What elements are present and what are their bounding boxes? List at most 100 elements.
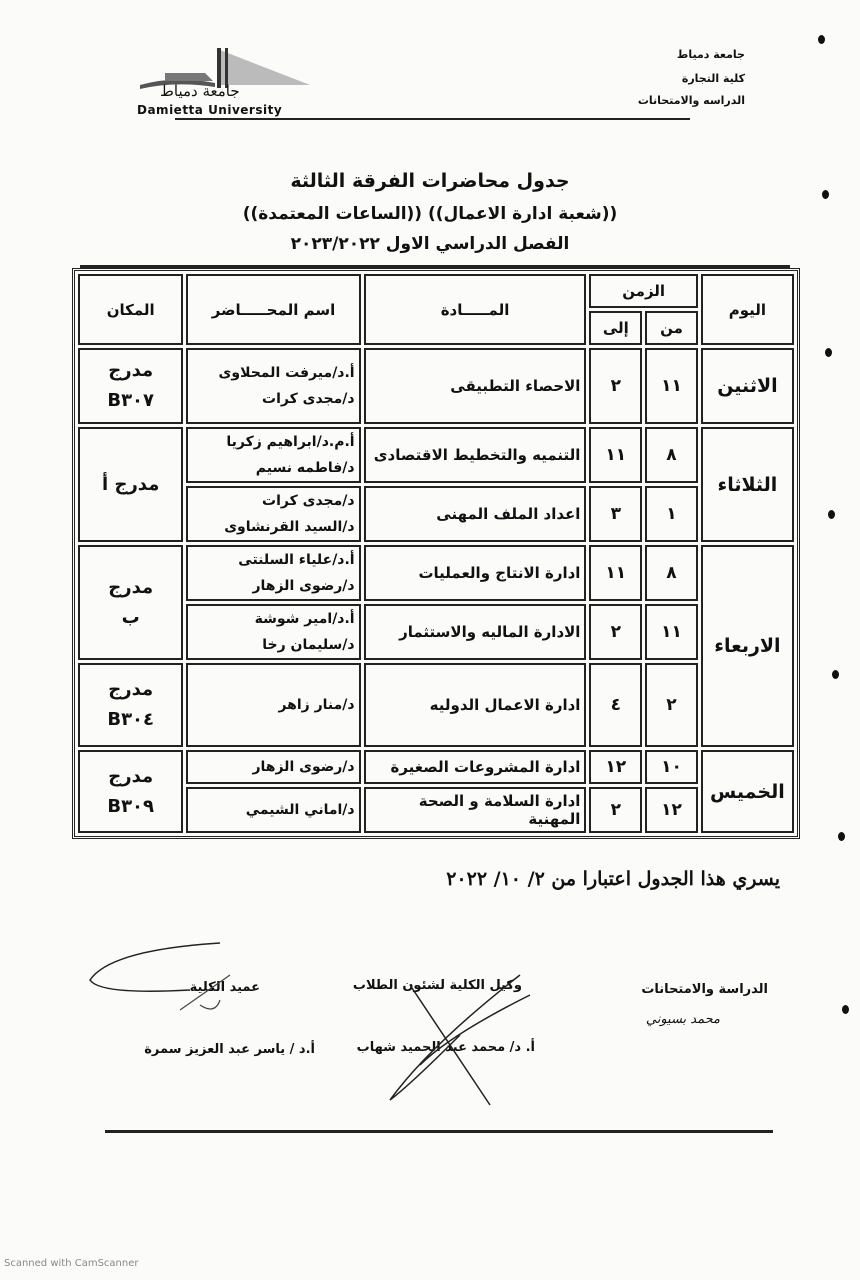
header-lecturer: اسم المحـــــاضر [186,274,361,345]
lecturer-name: أ.د/علياء السلنتى [238,552,355,568]
vice-dean-name: أ. د/ محمد عبد الحميد شهاب [356,1040,535,1055]
table-row: الاربعاء ٨ ١١ ادارة الانتاج والعمليات أ.… [78,545,794,747]
lecturer-name: أ.د/ميرفت المحلاوى [218,365,355,381]
lecturer-name: د/فاطمه نسيم [255,460,355,476]
lecturer-cell: د/منار زاهر [186,663,361,747]
place-room: ب [121,606,140,628]
header-from: من [645,311,698,345]
from-cell: ٨ [645,545,698,601]
exams-title: الدراسة والامتحانات [641,982,768,997]
lecturer-name: د/سليمان رخا [262,637,355,653]
place-room: B٣٠٧ [107,390,155,411]
place-cell: مدرج أ [78,427,184,542]
lecturer-name: د/السيد القرنشاوى [224,519,355,535]
scan-dot [825,348,832,357]
scan-dot [818,35,825,44]
place-cell: مدرج B٣٠٤ [78,663,184,747]
table-row: ١١ ٢ الادارة الماليه والاستثمار أ.د/امير… [78,604,794,660]
subject-cell: ادارة الانتاج والعمليات [363,545,587,601]
from-cell: ١١ [645,604,698,660]
to-cell: ٢ [589,348,643,424]
logo-arabic-text: جامعة دمياط [160,82,240,100]
to-cell: ٣ [589,486,643,542]
from-cell: ١٢ [645,787,698,833]
subject-cell: الادارة الماليه والاستثمار [363,604,587,660]
lecturer-cell: د/رضوى الزهار [186,750,361,784]
to-cell: ٤ [589,663,643,747]
table-row: الاثنين ١١ ٢ الاحصاء التطبيقى أ.د/ميرفت … [78,348,794,424]
place-name: مدرج [108,576,154,598]
lecturer-cell: أ.د/علياء السلنتى د/رضوى الزهار [186,545,361,601]
lecturer-cell: أ.م.د/ابراهيم زكريا د/فاطمه نسيم [186,427,361,483]
vice-dean-signature [389,974,531,1106]
place-cell: مدرج ب [78,545,184,660]
subject-cell: ادارة السلامة و الصحة المهنية [363,787,587,833]
university-logo [140,48,310,89]
header-subject: المـــــادة [363,274,587,345]
place-room: B٣٠٤ [107,709,155,730]
header-department: الدراسه والامتحانات [637,94,745,107]
place-name: مدرج [108,360,154,381]
to-cell: ١١ [589,427,643,483]
header-day: اليوم [700,274,794,345]
place-name: مدرج [108,765,154,787]
place-cell: مدرج B٣٠٩ [78,750,184,833]
table-row: ١٢ ٢ ادارة السلامة و الصحة المهنية د/اما… [78,787,794,833]
from-cell: ١ [645,486,698,542]
to-cell: ٢ [589,604,643,660]
title-divider [80,265,790,268]
scan-dot [838,832,845,841]
header-time: الزمن [589,274,698,308]
subject-cell: ادارة الاعمال الدوليه [363,663,587,747]
table-row: الخميس ١٠ ١٢ ادارة المشروعات الصغيرة د/ر… [78,750,794,833]
day-cell: الاربعاء [700,545,794,747]
header-faculty: كلية التجارة [681,72,745,85]
place-cell: مدرج B٣٠٧ [78,348,184,424]
subject-cell: اعداد الملف المهنى [363,486,587,542]
to-cell: ١١ [589,545,643,601]
header-place: المكان [78,274,184,345]
lecturer-name: د/رضوى الزهار [252,578,355,594]
lecturer-cell: د/مجدى كرات د/السيد القرنشاوى [186,486,361,542]
scan-dot [828,510,835,519]
subject-cell: التنميه والتخطيط الاقتصادى [363,427,587,483]
place-name: مدرج [108,679,154,700]
table-row: ٢ ٤ ادارة الاعمال الدوليه د/منار زاهر مد… [78,663,794,747]
table-row: ١ ٣ اعداد الملف المهنى د/مجدى كرات د/السي… [78,486,794,542]
to-cell: ١٢ [589,750,643,784]
footer-divider [105,1130,773,1133]
dean-name: أ.د / ياسر عبد العزيز سمرة [144,1042,315,1057]
page-subtitle: ((شعبة ادارة الاعمال)) ((الساعات المعتمد… [242,204,618,224]
day-cell: الاثنين [700,348,794,424]
logo-english-text: Damietta University [137,103,283,117]
lecturer-cell: د/اماني الشيمي [186,787,361,833]
lecturer-cell: أ.د/ميرفت المحلاوى د/مجدى كرات [186,348,361,424]
to-cell: ٢ [589,787,643,833]
lecturer-cell: أ.د/امير شوشة د/سليمان رخا [186,604,361,660]
from-cell: ١١ [645,348,698,424]
scan-dot [822,190,829,199]
scan-dot [842,1005,849,1014]
header-divider [175,118,690,120]
lecturer-name: أ.د/امير شوشة [254,611,355,627]
subject-cell: ادارة المشروعات الصغيرة [363,750,587,784]
from-cell: ١٠ [645,750,698,784]
exams-signature-name: محمد بسيوني [645,1012,720,1027]
page-title: جدول محاضرات الفرقة الثالثة [290,170,570,192]
lecturer-name: د/مجدى كرات [262,391,355,407]
from-cell: ٨ [645,427,698,483]
schedule-table: اليوم الزمن المـــــادة اسم المحـــــاضر… [72,268,800,839]
table-row: الثلاثاء ٨ ١١ التنميه والتخطيط الاقتصادى… [78,427,794,542]
dean-signature [89,942,231,1011]
day-cell: الثلاثاء [700,427,794,542]
table-header-row: اليوم الزمن المـــــادة اسم المحـــــاضر… [78,274,794,345]
lecturer-name: د/مجدى كرات [262,493,355,509]
effective-date-note: يسري هذا الجدول اعتبارا من ٢/ ١٠/ ٢٠٢٢ [446,868,780,890]
scanner-watermark: Scanned with CamScanner [4,1258,139,1269]
from-cell: ٢ [645,663,698,747]
place-room: B٣٠٩ [107,795,155,817]
lecturer-name: أ.م.د/ابراهيم زكريا [226,434,355,450]
subject-cell: الاحصاء التطبيقى [363,348,587,424]
vice-dean-title: وكيل الكلية لشئون الطلاب [352,978,522,993]
day-cell: الخميس [700,750,794,833]
